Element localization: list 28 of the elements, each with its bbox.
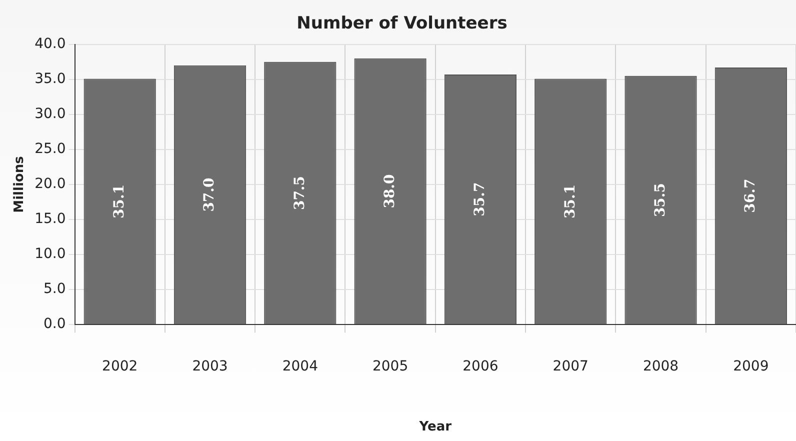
y-tick-label: 20.0 — [34, 176, 66, 192]
x-tick-label: 2007 — [552, 358, 588, 375]
y-tick-label: 40.0 — [34, 36, 66, 52]
x-tick-label: 2006 — [462, 358, 498, 375]
x-tick-label: 2003 — [192, 358, 228, 375]
y-axis-title: Millions — [12, 156, 28, 213]
data-label: 37.0 — [202, 177, 218, 212]
y-tick-label: 0.0 — [44, 316, 66, 332]
data-label: 35.5 — [652, 182, 668, 218]
data-label: 35.7 — [472, 182, 488, 216]
x-axis-title: Year — [418, 420, 452, 435]
y-tick-label: 25.0 — [34, 141, 66, 158]
x-tick-label: 2004 — [282, 358, 318, 375]
data-label: 37.5 — [292, 176, 308, 210]
data-label: 35.1 — [111, 184, 128, 218]
data-label: 36.7 — [742, 178, 759, 213]
data-label: 38.0 — [382, 174, 398, 208]
y-tick-label: 35.0 — [34, 71, 66, 88]
y-tick-label: 10.0 — [34, 246, 66, 262]
x-tick-label: 2005 — [372, 358, 408, 375]
y-tick-label: 30.0 — [34, 106, 66, 122]
x-tick-label: 2002 — [102, 358, 138, 375]
x-tick-label: 2009 — [733, 358, 769, 375]
x-tick-label: 2008 — [642, 358, 679, 375]
data-label: 35.1 — [562, 184, 578, 218]
y-tick-label: 5.0 — [44, 281, 66, 298]
chart-title: Number of Volunteers — [296, 14, 508, 34]
y-tick-label: 15.0 — [34, 211, 66, 228]
